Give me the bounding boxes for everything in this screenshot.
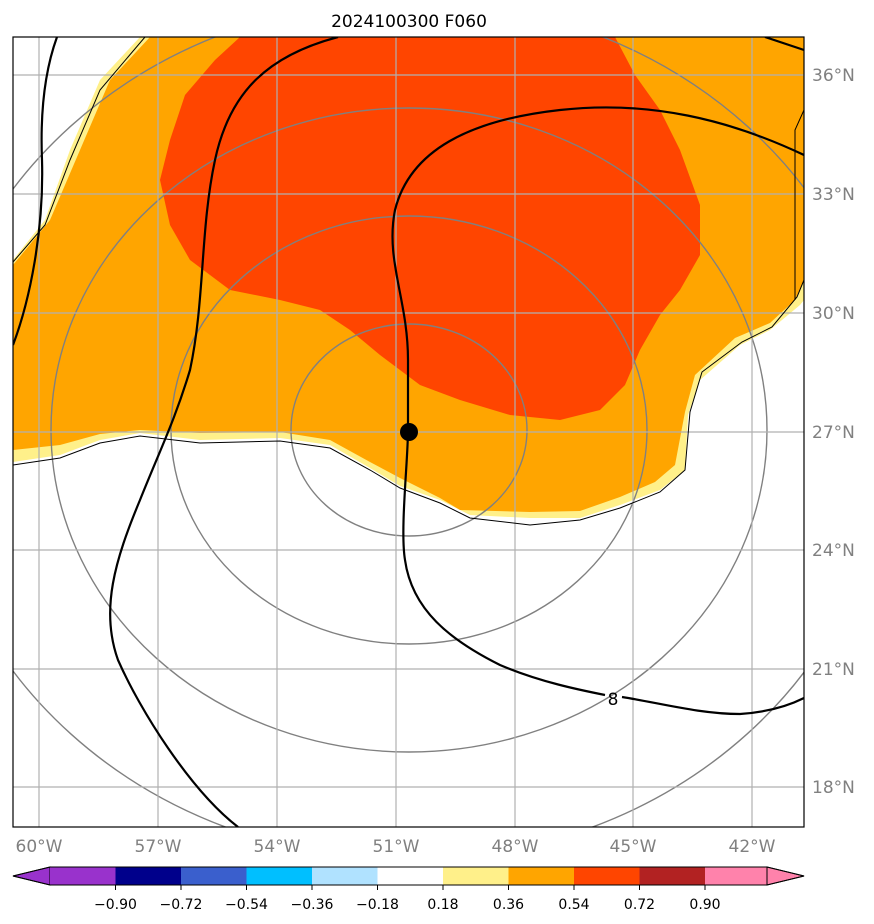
lat-label-18n: 18°N [812,778,855,798]
colorbar-tick-label: −0.90 [94,897,137,913]
colorbar-tick-label: 0.90 [689,897,720,913]
field-outline-right-edge [794,109,804,300]
colorbar-tick-label: −0.54 [225,897,268,913]
lon-label-45w: 45°W [610,837,657,857]
field-outline [13,279,804,526]
field-band-0-54-0-72 [160,37,700,420]
field-outline-upper-left [13,37,146,263]
contour-line-northeast [764,37,804,52]
figure-title: 2024100300 F060 [331,12,487,32]
contour-lines [13,37,804,827]
longitude-labels: 60°W 57°W 54°W 51°W 48°W 45°W 42°W [16,837,776,857]
map-frame [12,36,805,828]
storm-center-marker [400,423,418,441]
lon-label-60w: 60°W [16,837,63,857]
gridlines [13,37,804,827]
colorbar-segment-9 [574,867,640,885]
colorbar-segment-7 [443,867,509,885]
colorbar: −0.90 −0.72 −0.54 −0.36 −0.18 0.18 0.36 … [12,866,805,913]
range-ring-2 [170,215,648,645]
lat-label-30n: 30°N [812,304,855,324]
colorbar-segment-2 [115,867,181,885]
colorbar-segment-5 [312,867,378,885]
lat-label-21n: 21°N [812,660,855,680]
colorbar-tick-label: 0.36 [493,897,524,913]
colorbar-tick-label: 0.54 [558,897,589,913]
lat-label-33n: 33°N [812,185,855,205]
range-rings [13,37,804,827]
colorbar-tick-label: −0.18 [356,897,399,913]
colorbar-outline [12,866,805,886]
colorbar-tick-label: 0.18 [427,897,458,913]
lon-label-51w: 51°W [373,837,420,857]
colorbar-segment-11 [705,867,767,885]
colorbar-segment-1 [50,867,116,885]
contour-line-west [13,37,59,346]
lat-label-27n: 27°N [812,423,855,443]
lat-label-36n: 36°N [812,66,855,86]
colorbar-tick-label: −0.72 [160,897,203,913]
contour-line-central [109,37,339,827]
map-panel: 8 [13,37,804,827]
colorbar-ticks [115,885,706,890]
lon-label-57w: 57°W [135,837,182,857]
colorbar-segment-3 [181,867,247,885]
colorbar-tick-label: −0.36 [291,897,334,913]
colorbar-segment-8 [508,867,574,885]
colorbar-extend-low [12,866,51,886]
colorbar-segment-4 [246,867,312,885]
contour-line-storm [391,106,804,697]
lat-label-24n: 24°N [812,541,855,561]
range-ring-1 [290,323,528,537]
range-ring-3 [50,107,768,753]
contour-line-storm-tail [621,695,804,716]
colorbar-segment-10 [639,867,705,885]
lon-label-54w: 54°W [254,837,301,857]
lon-label-42w: 42°W [729,837,776,857]
latitude-labels: 36°N 33°N 30°N 27°N 24°N 21°N 18°N [812,66,855,798]
contour-label: 8 [608,690,619,710]
colorbar-segment-6 [377,867,443,885]
colorbar-extend-high [766,866,805,886]
colorbar-tick-label: 0.72 [624,897,655,913]
lon-label-48w: 48°W [492,837,539,857]
